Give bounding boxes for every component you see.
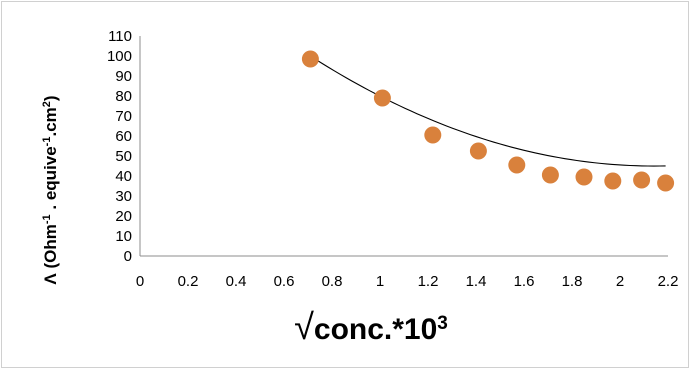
y-tick-label: 40 xyxy=(115,168,132,185)
x-tick-label: 1.6 xyxy=(514,273,535,290)
x-tick-label: 1.2 xyxy=(418,273,439,290)
data-point xyxy=(424,126,442,144)
data-point xyxy=(604,172,622,190)
data-point xyxy=(657,174,675,192)
y-tick-label: 110 xyxy=(108,28,132,45)
x-tick-label: 1 xyxy=(376,273,384,290)
y-tick-label: 100 xyxy=(107,48,132,65)
data-points xyxy=(301,50,675,192)
data-point xyxy=(373,89,391,107)
x-tick-label: 0.8 xyxy=(322,273,343,290)
y-tick-labels: 0 10 20 30 40 50 60 70 80 90 100 110 xyxy=(107,28,132,265)
x-tick-labels: 0 0.2 0.4 0.6 0.8 1 1.2 1.4 1.6 1.8 2 2.2 xyxy=(136,273,679,290)
x-tick-label: 2 xyxy=(616,273,624,290)
x-tick-label: 0 xyxy=(136,273,144,290)
y-tick-label: 20 xyxy=(115,208,132,225)
x-axis-title: √conc.*103 xyxy=(294,306,448,347)
y-tick-label: 80 xyxy=(115,88,132,105)
y-tick-label: 60 xyxy=(115,128,132,145)
trendline xyxy=(310,55,666,167)
x-tick-label: 0.4 xyxy=(226,273,247,290)
axes xyxy=(139,36,668,257)
data-point xyxy=(508,156,526,174)
y-axis-title: Λ (Ohm-1 . equive-1.cm2) xyxy=(41,95,60,284)
data-point xyxy=(301,50,319,68)
x-tick-label: 1.4 xyxy=(466,273,487,290)
y-tick-label: 70 xyxy=(115,108,132,125)
data-point xyxy=(575,168,593,186)
x-tick-label: 0.2 xyxy=(178,273,199,290)
data-point xyxy=(469,142,487,160)
y-tick-label: 30 xyxy=(115,188,132,205)
y-tick-label: 10 xyxy=(115,228,132,245)
y-tick-label: 90 xyxy=(115,68,132,85)
x-tick-label: 1.8 xyxy=(562,273,583,290)
data-point xyxy=(541,166,559,184)
x-tick-label: 0.6 xyxy=(274,273,295,290)
y-tick-label: 50 xyxy=(115,148,132,165)
y-tick-label: 0 xyxy=(124,248,132,265)
data-point xyxy=(633,171,651,189)
x-tick-label: 2.2 xyxy=(658,273,679,290)
